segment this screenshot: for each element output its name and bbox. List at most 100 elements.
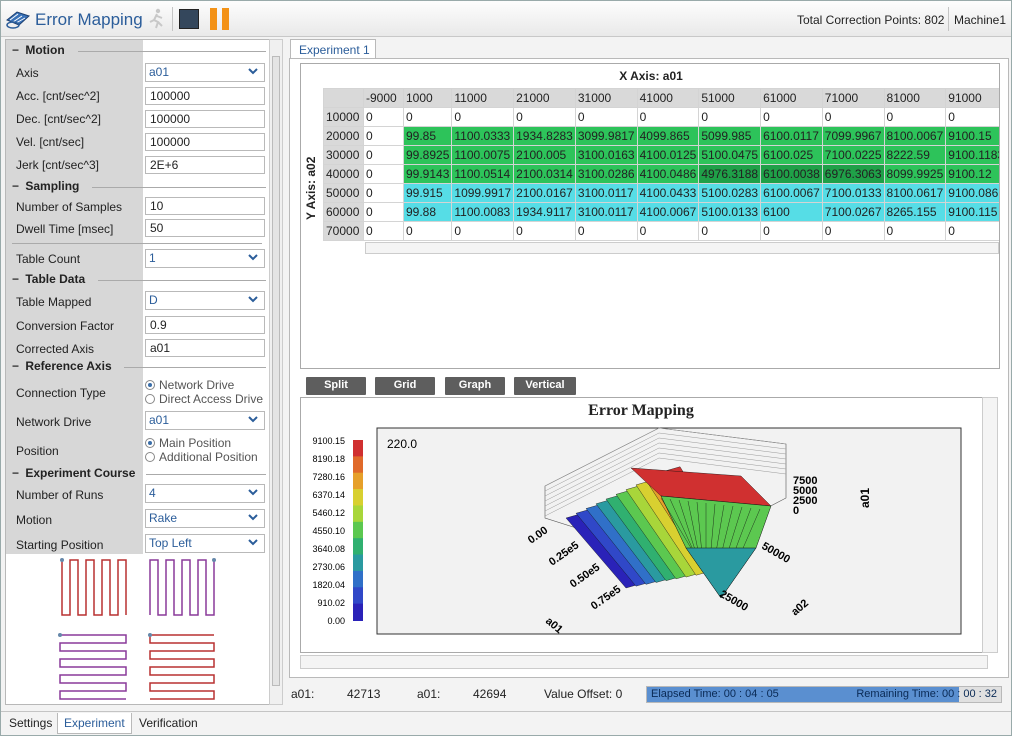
pattern-rake-horizontal-purple[interactable]	[59, 634, 127, 700]
grid-cell[interactable]: 99.88	[402, 202, 453, 222]
grid-cell[interactable]: 0	[451, 107, 515, 127]
grid-cell[interactable]: 1934.8283	[513, 126, 576, 146]
conversion-field[interactable]: 0.9	[145, 316, 265, 334]
grid-cell[interactable]: 8099.9925	[883, 164, 947, 184]
data-grid[interactable]: -9000 1000 11000 21000 31000 41000 51000 61000 7…	[323, 88, 999, 241]
grid-cell[interactable]: 99.915	[402, 183, 453, 203]
grid-cell[interactable]: 7100.0225	[821, 145, 885, 165]
grid-cell[interactable]: 0	[698, 221, 762, 241]
grid-cell[interactable]: 4100.0433	[636, 183, 700, 203]
section-sampling[interactable]: − Sampling	[12, 179, 266, 195]
section-motion[interactable]: − Motion	[12, 43, 266, 59]
grid-cell[interactable]: 0	[945, 221, 999, 241]
grid-cell[interactable]: 0	[945, 107, 999, 127]
graph-button[interactable]: Graph	[445, 377, 505, 395]
grid-cell[interactable]: 0	[636, 107, 700, 127]
tab-experiment-1[interactable]: Experiment 1	[290, 39, 376, 59]
row-header[interactable]: 40000	[323, 164, 364, 184]
row-header[interactable]: 50000	[323, 183, 364, 203]
tab-settings[interactable]: Settings	[9, 716, 53, 730]
tab-experiment[interactable]: Experiment	[57, 713, 132, 734]
grid-cell[interactable]: 3100.0117	[574, 183, 638, 203]
split-button[interactable]: Split	[306, 377, 366, 395]
runs-select[interactable]: 4	[145, 484, 265, 503]
grid-cell[interactable]: 99.9143	[402, 164, 453, 184]
grid-cell[interactable]: 0	[636, 221, 700, 241]
stop-button[interactable]	[179, 9, 199, 29]
grid-cell[interactable]: 9100.15	[945, 126, 999, 146]
grid-cell[interactable]: 0	[402, 221, 453, 241]
grid-cell[interactable]: 0	[363, 126, 404, 146]
row-header[interactable]: 20000	[323, 126, 364, 146]
axis-select[interactable]: a01	[145, 63, 265, 82]
grid-cell[interactable]: 0	[363, 221, 404, 241]
grid-cell[interactable]: 0	[574, 221, 638, 241]
grid-cell[interactable]: 8100.0617	[883, 183, 947, 203]
corrected-axis-field[interactable]: a01	[145, 339, 265, 357]
grid-cell[interactable]: 6100.0038	[760, 164, 823, 184]
acc-field[interactable]: 100000	[145, 87, 265, 105]
row-header[interactable]: 60000	[323, 202, 364, 222]
grid-cell[interactable]: 2100.0167	[513, 183, 576, 203]
grid-cell[interactable]: 1100.0083	[451, 202, 515, 222]
grid-cell[interactable]: 0	[698, 107, 762, 127]
column-header[interactable]: 1000	[402, 88, 453, 108]
grid-cell[interactable]: 6100.0067	[760, 183, 823, 203]
grid-cell[interactable]: 99.8925	[402, 145, 453, 165]
grid-cell[interactable]: 0	[402, 107, 453, 127]
grid-cell[interactable]: 0	[760, 221, 823, 241]
motion-select[interactable]: Rake	[145, 509, 265, 528]
column-header[interactable]: 11000	[451, 88, 515, 108]
dwell-field[interactable]: 50	[145, 219, 265, 237]
grid-cell[interactable]: 2100.005	[513, 145, 576, 165]
grid-cell[interactable]: 0	[760, 107, 823, 127]
grid-cell[interactable]: 9100.12	[945, 164, 999, 184]
grid-cell[interactable]: 0	[574, 107, 638, 127]
grid-cell[interactable]: 9100.115	[945, 202, 999, 222]
radio-main-position[interactable]: Main Position	[145, 436, 231, 450]
tab-verification[interactable]: Verification	[139, 716, 198, 730]
column-header[interactable]: 21000	[513, 88, 576, 108]
grid-horizontal-scrollbar[interactable]	[365, 242, 999, 254]
table-mapped-select[interactable]: D	[145, 291, 265, 310]
grid-cell[interactable]: 0	[883, 107, 947, 127]
column-header[interactable]: 91000	[945, 88, 999, 108]
grid-cell[interactable]: 1934.9117	[513, 202, 576, 222]
grid-cell[interactable]: 0	[363, 202, 404, 222]
grid-cell[interactable]: 6976.3063	[821, 164, 885, 184]
grid-cell[interactable]: 6100.025	[760, 145, 823, 165]
grid-cell[interactable]: 2100.0314	[513, 164, 576, 184]
grid-cell[interactable]: 4099.865	[636, 126, 700, 146]
network-drive-select[interactable]: a01	[145, 411, 265, 430]
grid-cell[interactable]: 0	[883, 221, 947, 241]
samples-field[interactable]: 10	[145, 197, 265, 215]
column-header[interactable]: 51000	[698, 88, 762, 108]
row-header[interactable]: 30000	[323, 145, 364, 165]
grid-cell[interactable]: 1100.0075	[451, 145, 515, 165]
grid-cell[interactable]: 0	[821, 221, 885, 241]
grid-cell[interactable]: 6100.0117	[760, 126, 823, 146]
grid-cell[interactable]: 0	[513, 107, 576, 127]
left-panel-scrollbar[interactable]	[269, 39, 283, 705]
grid-cell[interactable]: 5100.0133	[698, 202, 762, 222]
grid-cell[interactable]: 4100.0067	[636, 202, 700, 222]
dec-field[interactable]: 100000	[145, 110, 265, 128]
grid-cell[interactable]: 0	[363, 107, 404, 127]
grid-button[interactable]: Grid	[375, 377, 435, 395]
grid-cell[interactable]: 5099.985	[698, 126, 762, 146]
grid-cell[interactable]: 8265.155	[883, 202, 947, 222]
section-table-data[interactable]: − Table Data	[12, 272, 266, 288]
column-header[interactable]: 61000	[760, 88, 823, 108]
grid-cell[interactable]: 1100.0514	[451, 164, 515, 184]
radio-additional-position[interactable]: Additional Position	[145, 450, 258, 464]
table-count-select[interactable]: 1	[145, 249, 265, 268]
radio-network-drive[interactable]: Network Drive	[145, 378, 234, 392]
grid-cell[interactable]: 0	[363, 183, 404, 203]
radio-direct-access-drive[interactable]: Direct Access Drive	[145, 392, 263, 406]
run-icon[interactable]	[145, 8, 167, 30]
grid-cell[interactable]: 99.85	[402, 126, 453, 146]
grid-cell[interactable]: 7099.9967	[821, 126, 885, 146]
vertical-button[interactable]: Vertical	[514, 377, 576, 395]
section-experiment-course[interactable]: − Experiment Course	[12, 466, 266, 482]
grid-cell[interactable]: 6100	[760, 202, 823, 222]
